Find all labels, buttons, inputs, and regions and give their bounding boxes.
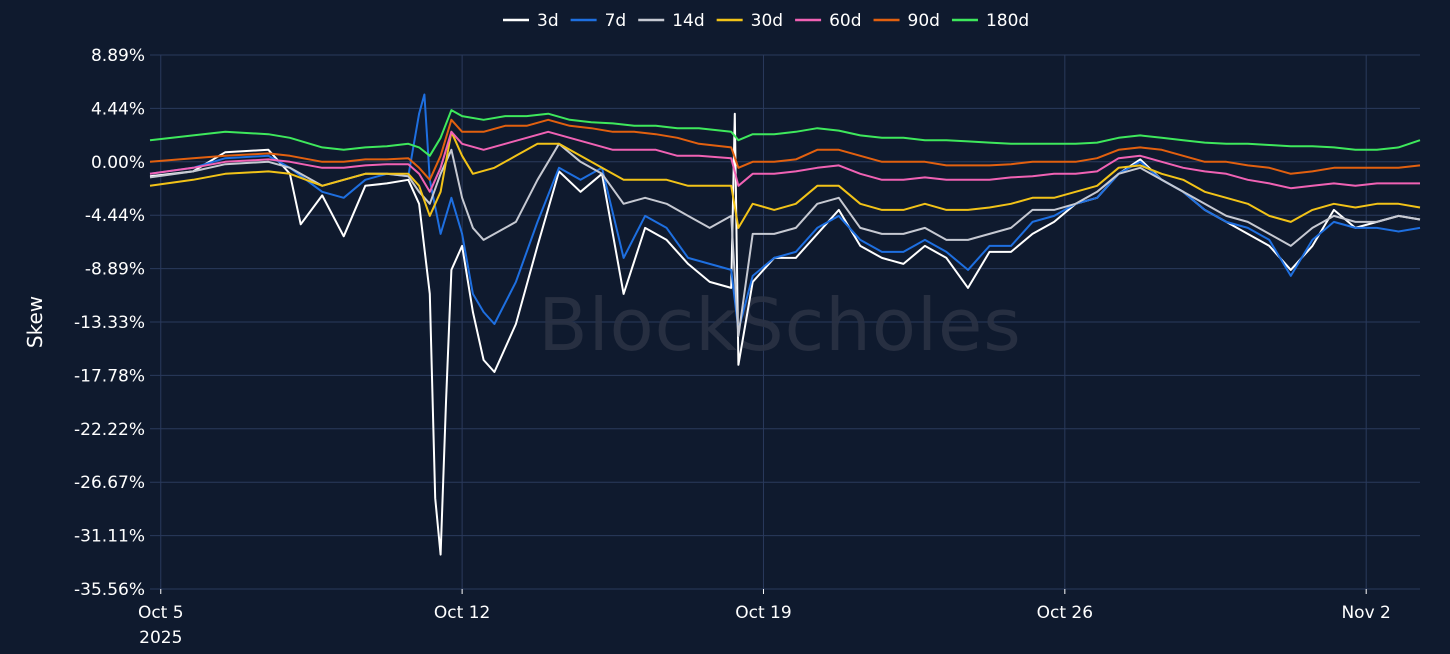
y-tick-label: -8.89% [85, 260, 145, 280]
series-line-7d [149, 93, 1421, 331]
x-tick-label: Oct 26 [1037, 603, 1093, 623]
grid [150, 54, 1420, 590]
legend-label: 30d [751, 11, 783, 31]
y-tick-label: 0.00% [91, 153, 145, 173]
x-tick-label: Oct 5 [138, 603, 184, 623]
series-line-90d [149, 118, 1421, 181]
legend-label: 3d [537, 11, 559, 31]
legend-item-3d[interactable]: 3d [503, 11, 559, 31]
watermark-text: BlockScholes [538, 283, 1022, 367]
legend-item-7d[interactable]: 7d [570, 11, 627, 31]
y-tick-label: -13.33% [74, 313, 145, 333]
y-tick-label: -17.78% [74, 366, 145, 386]
legend-item-14d[interactable]: 14d [638, 11, 705, 31]
y-axis-ticks: 8.89% 4.44% 0.00% -4.44% -8.89% -13.33% -17.78… [74, 46, 145, 600]
legend-label: 14d [672, 11, 704, 31]
series-line-60d [149, 130, 1420, 193]
y-tick-label: 4.44% [91, 99, 145, 119]
y-tick-label: -35.56% [74, 580, 145, 600]
series-line-30d [149, 130, 1421, 229]
series-lines [149, 93, 1421, 556]
x-tick-label: Oct 19 [735, 603, 791, 623]
series-line-180d [149, 109, 1421, 157]
y-tick-label: -26.67% [74, 473, 145, 493]
x-tick-label: Nov 2 [1341, 603, 1390, 623]
legend-label: 7d [605, 11, 627, 31]
x-tick-label: Oct 12 [434, 603, 490, 623]
y-axis-title: Skew [23, 296, 47, 348]
legend-label: 90d [908, 11, 940, 31]
y-tick-label: -4.44% [85, 206, 145, 226]
legend: 3d 7d 14d 30d 60d 90d 180d [503, 11, 1029, 31]
y-tick-label: -22.22% [74, 420, 145, 440]
legend-item-90d[interactable]: 90d [873, 11, 940, 31]
legend-item-180d[interactable]: 180d [951, 11, 1029, 31]
y-tick-label: 8.89% [91, 46, 145, 66]
x-axis-ticks: Oct 5 2025 Oct 12 Oct 19 Oct 26 Nov 2 [138, 589, 1391, 648]
y-tick-label: -31.11% [74, 527, 145, 547]
legend-label: 60d [829, 11, 861, 31]
legend-item-30d[interactable]: 30d [716, 11, 783, 31]
legend-label: 180d [986, 11, 1029, 31]
x-tick-year-label: 2025 [139, 628, 182, 648]
legend-item-60d[interactable]: 60d [795, 11, 862, 31]
